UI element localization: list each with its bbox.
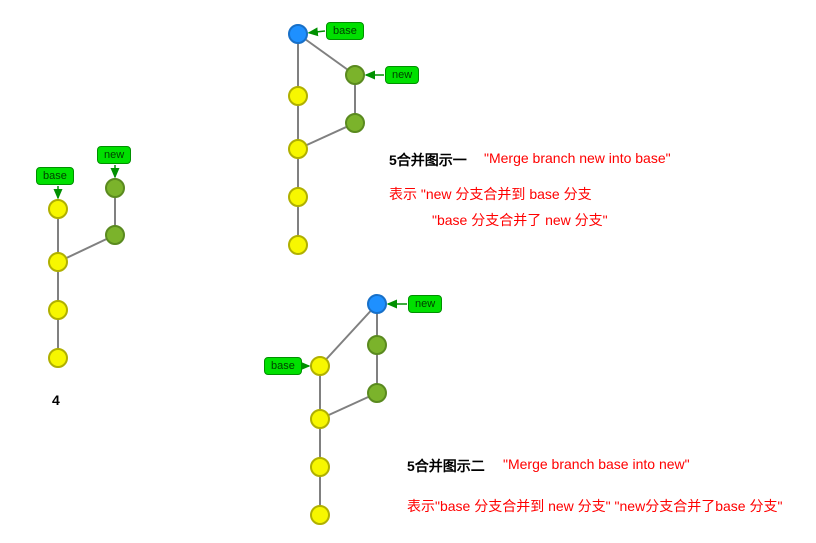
caption-note: "Merge branch new into base" xyxy=(484,150,671,166)
caption-title: 5合并图示一 xyxy=(389,150,467,170)
commit-node-green xyxy=(106,226,124,244)
caption-note: "Merge branch base into new" xyxy=(503,456,690,472)
commit-node-yellow xyxy=(311,357,329,375)
caption-note: "base 分支合并了 new 分支" xyxy=(432,210,608,230)
branch-tag-new: new xyxy=(97,146,131,164)
commit-node-yellow xyxy=(289,87,307,105)
commit-node-green xyxy=(346,114,364,132)
commit-node-yellow xyxy=(49,349,67,367)
commit-node-green xyxy=(368,336,386,354)
edge xyxy=(298,34,355,75)
caption-note: 表示"base 分支合并到 new 分支" "new分支合并了base 分支" xyxy=(407,496,782,516)
commit-node-blue xyxy=(368,295,386,313)
edge xyxy=(320,304,377,366)
caption-title: 4 xyxy=(52,392,60,408)
commit-node-green xyxy=(346,66,364,84)
commit-node-yellow xyxy=(49,200,67,218)
commit-node-yellow xyxy=(289,236,307,254)
commit-node-yellow xyxy=(311,458,329,476)
commit-node-green xyxy=(106,179,124,197)
branch-tag-base: base xyxy=(36,167,74,185)
commit-node-yellow xyxy=(311,410,329,428)
caption-title: 5合并图示二 xyxy=(407,456,485,476)
commit-node-yellow xyxy=(289,188,307,206)
branch-tag-base: base xyxy=(264,357,302,375)
caption-note: 表示 "new 分支合并到 base 分支 xyxy=(389,184,592,204)
commit-node-yellow xyxy=(49,253,67,271)
commit-node-blue xyxy=(289,25,307,43)
commit-node-yellow xyxy=(289,140,307,158)
branch-tag-base: base xyxy=(326,22,364,40)
commit-node-yellow xyxy=(311,506,329,524)
branch-tag-new: new xyxy=(408,295,442,313)
commit-node-green xyxy=(368,384,386,402)
commit-node-yellow xyxy=(49,301,67,319)
tag-arrow xyxy=(309,31,325,33)
branch-tag-new: new xyxy=(385,66,419,84)
